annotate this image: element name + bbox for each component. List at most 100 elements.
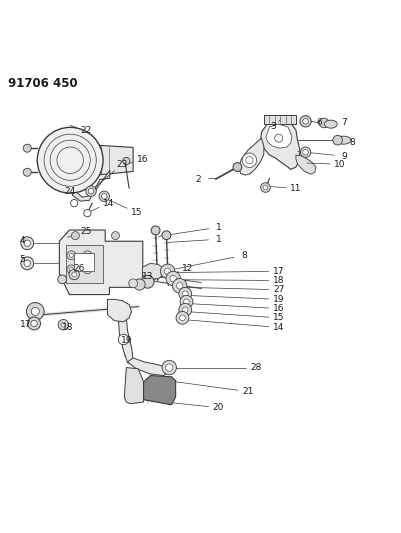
Text: 17: 17 (20, 320, 32, 329)
Text: 6: 6 (316, 118, 322, 127)
Circle shape (112, 303, 127, 318)
Text: 27: 27 (273, 285, 284, 294)
Text: 18: 18 (62, 323, 73, 332)
Text: 15: 15 (273, 313, 284, 322)
Circle shape (83, 265, 92, 274)
Text: 20: 20 (213, 403, 224, 412)
Circle shape (72, 272, 77, 277)
Circle shape (24, 240, 30, 246)
Circle shape (37, 127, 103, 193)
Circle shape (71, 232, 79, 240)
Circle shape (101, 193, 107, 199)
Circle shape (179, 287, 192, 300)
Polygon shape (124, 368, 144, 403)
Circle shape (88, 188, 94, 194)
Text: 16: 16 (137, 155, 148, 164)
Circle shape (67, 251, 76, 260)
Circle shape (86, 186, 96, 196)
Text: 16: 16 (273, 304, 284, 313)
Text: 15: 15 (131, 208, 142, 217)
Circle shape (170, 276, 176, 282)
Circle shape (333, 135, 342, 145)
Text: 19: 19 (273, 295, 284, 304)
Text: 24: 24 (65, 187, 76, 196)
Text: 1: 1 (216, 235, 221, 244)
Polygon shape (72, 170, 110, 201)
Text: 1: 1 (216, 223, 221, 232)
Text: 14: 14 (273, 323, 284, 332)
Polygon shape (239, 138, 264, 175)
Circle shape (166, 364, 173, 371)
Circle shape (69, 268, 73, 271)
Circle shape (162, 360, 176, 375)
Circle shape (99, 191, 109, 201)
Text: 14: 14 (103, 199, 114, 208)
Circle shape (28, 317, 41, 330)
Text: 19: 19 (121, 336, 132, 345)
Circle shape (23, 168, 31, 176)
Circle shape (179, 303, 192, 316)
Text: 11: 11 (290, 184, 302, 193)
Circle shape (141, 276, 154, 288)
Circle shape (182, 291, 188, 296)
Circle shape (84, 209, 91, 217)
Circle shape (176, 311, 189, 324)
Polygon shape (59, 230, 143, 295)
Circle shape (172, 279, 187, 293)
Circle shape (176, 282, 183, 289)
Circle shape (300, 116, 311, 127)
Circle shape (303, 149, 308, 155)
Circle shape (166, 271, 180, 286)
Circle shape (69, 253, 73, 257)
Circle shape (184, 299, 189, 304)
Text: 18: 18 (273, 276, 284, 285)
Polygon shape (266, 124, 292, 148)
Polygon shape (118, 303, 133, 364)
Circle shape (118, 334, 129, 345)
Text: 23: 23 (117, 160, 128, 169)
Circle shape (21, 257, 34, 270)
Polygon shape (264, 115, 296, 124)
Text: 3: 3 (270, 123, 275, 132)
Text: 8: 8 (349, 139, 355, 148)
Circle shape (21, 237, 34, 249)
Circle shape (58, 319, 69, 330)
Polygon shape (93, 145, 133, 175)
Polygon shape (142, 263, 164, 279)
Circle shape (123, 157, 130, 165)
Circle shape (83, 251, 92, 260)
Text: 4: 4 (19, 236, 25, 245)
Circle shape (263, 185, 268, 190)
Circle shape (67, 265, 76, 274)
Polygon shape (296, 155, 316, 174)
Text: 26: 26 (74, 264, 85, 273)
Polygon shape (66, 245, 103, 284)
Text: 10: 10 (334, 160, 346, 169)
Polygon shape (261, 119, 300, 169)
Circle shape (182, 307, 188, 313)
Circle shape (261, 183, 270, 192)
Text: 9: 9 (341, 152, 347, 161)
Text: 12: 12 (182, 264, 193, 273)
Text: 13: 13 (142, 272, 153, 281)
Circle shape (319, 118, 329, 128)
Circle shape (31, 308, 39, 316)
Text: 22: 22 (81, 126, 92, 135)
Circle shape (85, 268, 89, 271)
Circle shape (233, 163, 242, 172)
Circle shape (242, 153, 257, 167)
Circle shape (71, 199, 78, 207)
Text: 2: 2 (196, 175, 201, 183)
Polygon shape (107, 300, 132, 322)
Circle shape (58, 275, 67, 284)
Circle shape (85, 253, 89, 257)
Circle shape (23, 144, 31, 152)
Polygon shape (128, 358, 168, 376)
Ellipse shape (324, 120, 337, 128)
Circle shape (300, 147, 311, 157)
Text: 91706 450: 91706 450 (8, 77, 78, 90)
Circle shape (129, 279, 138, 288)
Text: 17: 17 (273, 267, 284, 276)
Ellipse shape (336, 136, 351, 144)
Circle shape (134, 279, 145, 290)
